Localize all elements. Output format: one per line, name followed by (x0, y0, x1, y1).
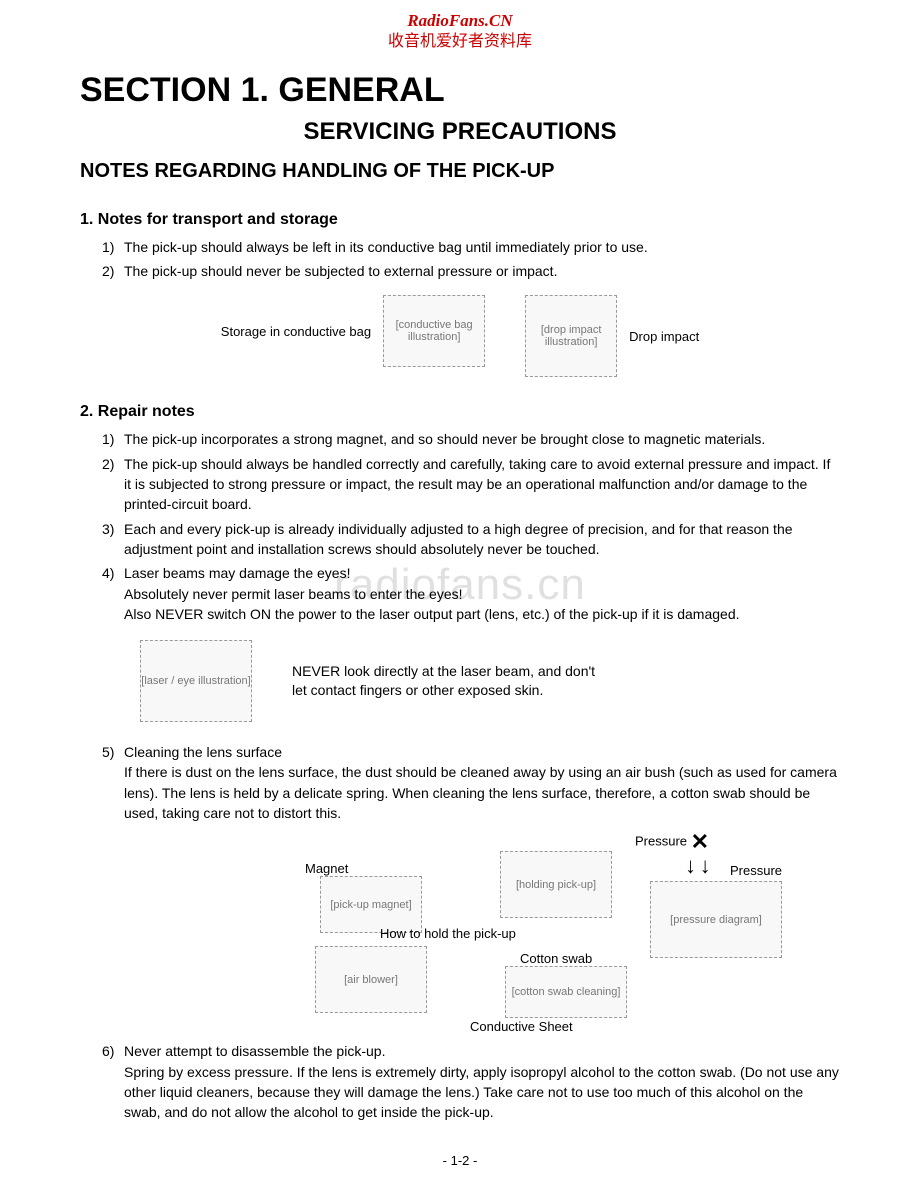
page-number: - 1-2 - (80, 1153, 840, 1168)
label-conductive: Conductive Sheet (470, 1019, 573, 1034)
list-item: 1) The pick-up should always be left in … (102, 237, 840, 257)
section-title: SECTION 1. GENERAL (80, 71, 840, 110)
figure-placeholder-icon: [pressure diagram] (650, 881, 782, 958)
item-text: Laser beams may damage the eyes! Absolut… (124, 563, 840, 624)
watermark-tagline: 收音机爱好者资料库 (80, 32, 840, 53)
item-number: 2) (102, 261, 124, 281)
figure-placeholder-icon: [laser / eye illustration] (140, 640, 252, 722)
item-body: Spring by excess pressure. If the lens i… (124, 1064, 839, 1121)
laser-caption: NEVER look directly at the laser beam, a… (292, 662, 612, 701)
figure-placeholder-icon: [cotton swab cleaning] (505, 966, 627, 1018)
list-item: 5) Cleaning the lens surface If there is… (102, 742, 840, 823)
item-number: 6) (102, 1041, 124, 1122)
figure-label: Storage in conductive bag (221, 324, 371, 339)
item-number: 4) (102, 563, 124, 624)
s2-heading: 2. Repair notes (80, 403, 840, 421)
notes-heading: NOTES REGARDING HANDLING OF THE PICK-UP (80, 160, 840, 183)
label-how: How to hold the pick-up (380, 926, 516, 941)
list-item: 6) Never attempt to disassemble the pick… (102, 1041, 840, 1122)
figure-placeholder-icon: [air blower] (315, 946, 427, 1013)
label-pressure-2: Pressure (730, 863, 782, 878)
figure-placeholder-icon: [pick-up magnet] (320, 876, 422, 933)
s2-list: 1) The pick-up incorporates a strong mag… (102, 429, 840, 624)
item-number: 1) (102, 237, 124, 257)
servicing-title: SERVICING PRECAUTIONS (80, 118, 840, 146)
item-text: Each and every pick-up is already indivi… (124, 519, 840, 560)
s2-list-end: 6) Never attempt to disassemble the pick… (102, 1041, 840, 1122)
item-text: The pick-up should never be subjected to… (124, 261, 840, 281)
item-text: The pick-up incorporates a strong magnet… (124, 429, 840, 449)
list-item: 3) Each and every pick-up is already ind… (102, 519, 840, 560)
item-text: Cleaning the lens surface If there is du… (124, 742, 840, 823)
item-text: The pick-up should always be handled cor… (124, 454, 840, 515)
item-lead: Cleaning the lens surface (124, 744, 282, 760)
label-cotton: Cotton swab (520, 951, 592, 966)
s1-heading: 1. Notes for transport and storage (80, 211, 840, 229)
s2-list-cont: 5) Cleaning the lens surface If there is… (102, 742, 840, 823)
label-magnet: Magnet (305, 861, 348, 876)
figure-placeholder-icon: [drop impact illustration] (525, 295, 617, 377)
list-item: 2) The pick-up should never be subjected… (102, 261, 840, 281)
s1-figures: Storage in conductive bag [conductive ba… (80, 295, 840, 377)
list-item: 1) The pick-up incorporates a strong mag… (102, 429, 840, 449)
s1-list: 1) The pick-up should always be left in … (102, 237, 840, 282)
item-body: If there is dust on the lens surface, th… (124, 764, 837, 821)
figure-label: Drop impact (629, 329, 699, 344)
header-watermark: RadioFans.CN 收音机爱好者资料库 (80, 10, 840, 53)
item-number: 2) (102, 454, 124, 515)
cross-icon: ✕ (691, 831, 709, 853)
figure-storage: Storage in conductive bag [conductive ba… (221, 295, 485, 367)
item-text: Never attempt to disassemble the pick-up… (124, 1041, 840, 1122)
item-text: The pick-up should always be left in its… (124, 237, 840, 257)
list-item: 4) Laser beams may damage the eyes! Abso… (102, 563, 840, 624)
item-number: 5) (102, 742, 124, 823)
laser-figure-row: [laser / eye illustration] NEVER look di… (140, 640, 840, 722)
item-number: 1) (102, 429, 124, 449)
arrow-down-icon: ↓ ↓ (685, 853, 711, 879)
item-lead: Never attempt to disassemble the pick-up… (124, 1043, 385, 1059)
figure-placeholder-icon: [holding pick-up] (500, 851, 612, 918)
label-pressure: Pressure ✕ (635, 831, 709, 853)
figure-drop: [drop impact illustration] Drop impact (525, 295, 699, 377)
item-number: 3) (102, 519, 124, 560)
pressure-text: Pressure (635, 834, 687, 849)
watermark-site: RadioFans.CN (80, 10, 840, 32)
page: RadioFans.CN 收音机爱好者资料库 radiofans.cn SECT… (0, 0, 920, 1188)
figure-placeholder-icon: [conductive bag illustration] (383, 295, 485, 367)
cleaning-figures: Magnet [pick-up magnet] [holding pick-up… (220, 831, 840, 1031)
list-item: 2) The pick-up should always be handled … (102, 454, 840, 515)
